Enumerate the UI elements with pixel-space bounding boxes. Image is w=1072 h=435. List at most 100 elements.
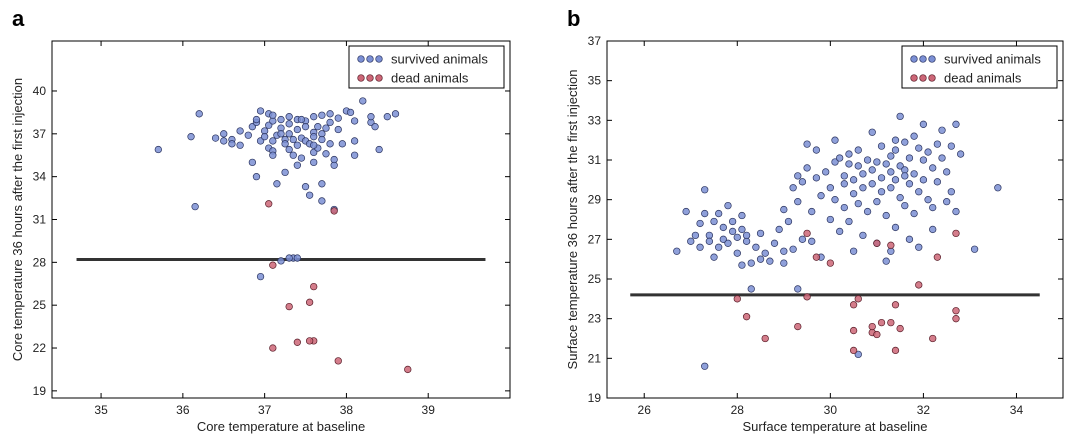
data-point xyxy=(929,164,937,172)
legend-marker xyxy=(910,55,918,63)
data-point xyxy=(849,190,858,198)
data-point xyxy=(252,115,261,124)
data-point xyxy=(905,180,914,188)
data-point xyxy=(873,197,881,206)
data-point xyxy=(910,170,918,178)
data-point xyxy=(252,173,261,181)
legend-marker xyxy=(928,55,936,63)
data-point xyxy=(346,108,355,117)
data-point xyxy=(854,199,862,208)
data-point xyxy=(269,151,277,159)
data-point xyxy=(220,137,228,145)
data-point xyxy=(994,184,1002,192)
data-point xyxy=(285,113,293,121)
data-point xyxy=(752,243,760,251)
data-point xyxy=(756,229,765,238)
data-point xyxy=(868,180,876,188)
data-point xyxy=(943,197,951,206)
data-point xyxy=(933,178,942,186)
data-point xyxy=(845,160,853,168)
legend-box xyxy=(348,45,505,89)
data-point xyxy=(784,217,793,226)
data-point xyxy=(938,154,946,162)
data-point xyxy=(297,154,306,162)
data-point xyxy=(673,247,681,255)
legend-marker xyxy=(910,74,918,82)
data-point xyxy=(854,162,862,170)
y-tick-label: 37 xyxy=(33,127,47,141)
data-point xyxy=(733,249,741,257)
data-point xyxy=(952,315,960,323)
data-point xyxy=(305,298,314,306)
data-point xyxy=(826,215,834,224)
data-point xyxy=(952,307,960,315)
y-tick-label: 25 xyxy=(33,298,47,312)
y-tick-label: 34 xyxy=(33,170,47,184)
data-point xyxy=(849,247,858,255)
data-point xyxy=(766,257,774,265)
plot-area xyxy=(606,40,1064,399)
data-point xyxy=(877,174,886,182)
data-point xyxy=(812,253,821,261)
data-point xyxy=(854,350,862,359)
data-point xyxy=(812,146,821,154)
legend: survived animals dead animals xyxy=(901,45,1058,89)
data-point xyxy=(896,324,904,333)
data-point xyxy=(338,140,346,148)
data-point xyxy=(891,146,900,154)
data-point xyxy=(310,158,318,167)
y-tick-label: 21 xyxy=(588,351,602,365)
data-point xyxy=(919,176,928,184)
data-point xyxy=(277,115,285,124)
data-point xyxy=(822,168,830,176)
data-point xyxy=(326,140,334,148)
x-axis-label: Surface temperature at baseline xyxy=(743,419,928,434)
data-point xyxy=(285,302,293,311)
data-point xyxy=(375,145,383,154)
data-point xyxy=(845,217,853,226)
data-point xyxy=(220,130,228,138)
data-point xyxy=(896,162,904,170)
data-point xyxy=(887,184,895,192)
data-point xyxy=(383,113,391,121)
data-point xyxy=(808,207,816,216)
data-point xyxy=(887,318,895,327)
data-point xyxy=(334,114,342,122)
y-tick-label: 40 xyxy=(33,84,47,98)
data-point xyxy=(891,223,900,232)
data-point xyxy=(882,160,890,168)
data-point xyxy=(794,172,802,180)
data-point xyxy=(265,200,273,208)
legend-entry: survived animals xyxy=(391,52,488,67)
data-point xyxy=(887,152,895,160)
data-point xyxy=(803,293,811,301)
data-point xyxy=(863,156,872,164)
data-point xyxy=(391,110,400,118)
data-point xyxy=(831,158,839,166)
data-point xyxy=(794,322,802,331)
data-point xyxy=(281,140,289,148)
legend-marker xyxy=(928,74,936,82)
data-point xyxy=(956,150,965,158)
data-point xyxy=(952,207,960,216)
data-point xyxy=(710,217,718,226)
y-tick-label: 19 xyxy=(588,391,602,405)
data-point xyxy=(326,110,334,118)
data-point xyxy=(761,249,769,257)
legend-marker xyxy=(919,74,927,82)
data-point xyxy=(915,243,923,251)
y-axis-label: Core temperature 36 hours after the firs… xyxy=(10,78,25,361)
data-point xyxy=(952,120,960,128)
data-point xyxy=(789,245,797,253)
data-point xyxy=(901,201,909,210)
data-point xyxy=(812,174,821,182)
legend-marker xyxy=(375,55,383,63)
data-point xyxy=(868,166,876,174)
legend-entry: dead animals xyxy=(391,71,469,86)
x-tick-label: 36 xyxy=(176,403,190,417)
plot-area xyxy=(51,40,511,399)
data-point xyxy=(901,138,909,146)
data-point xyxy=(747,285,755,293)
data-point xyxy=(789,184,797,192)
